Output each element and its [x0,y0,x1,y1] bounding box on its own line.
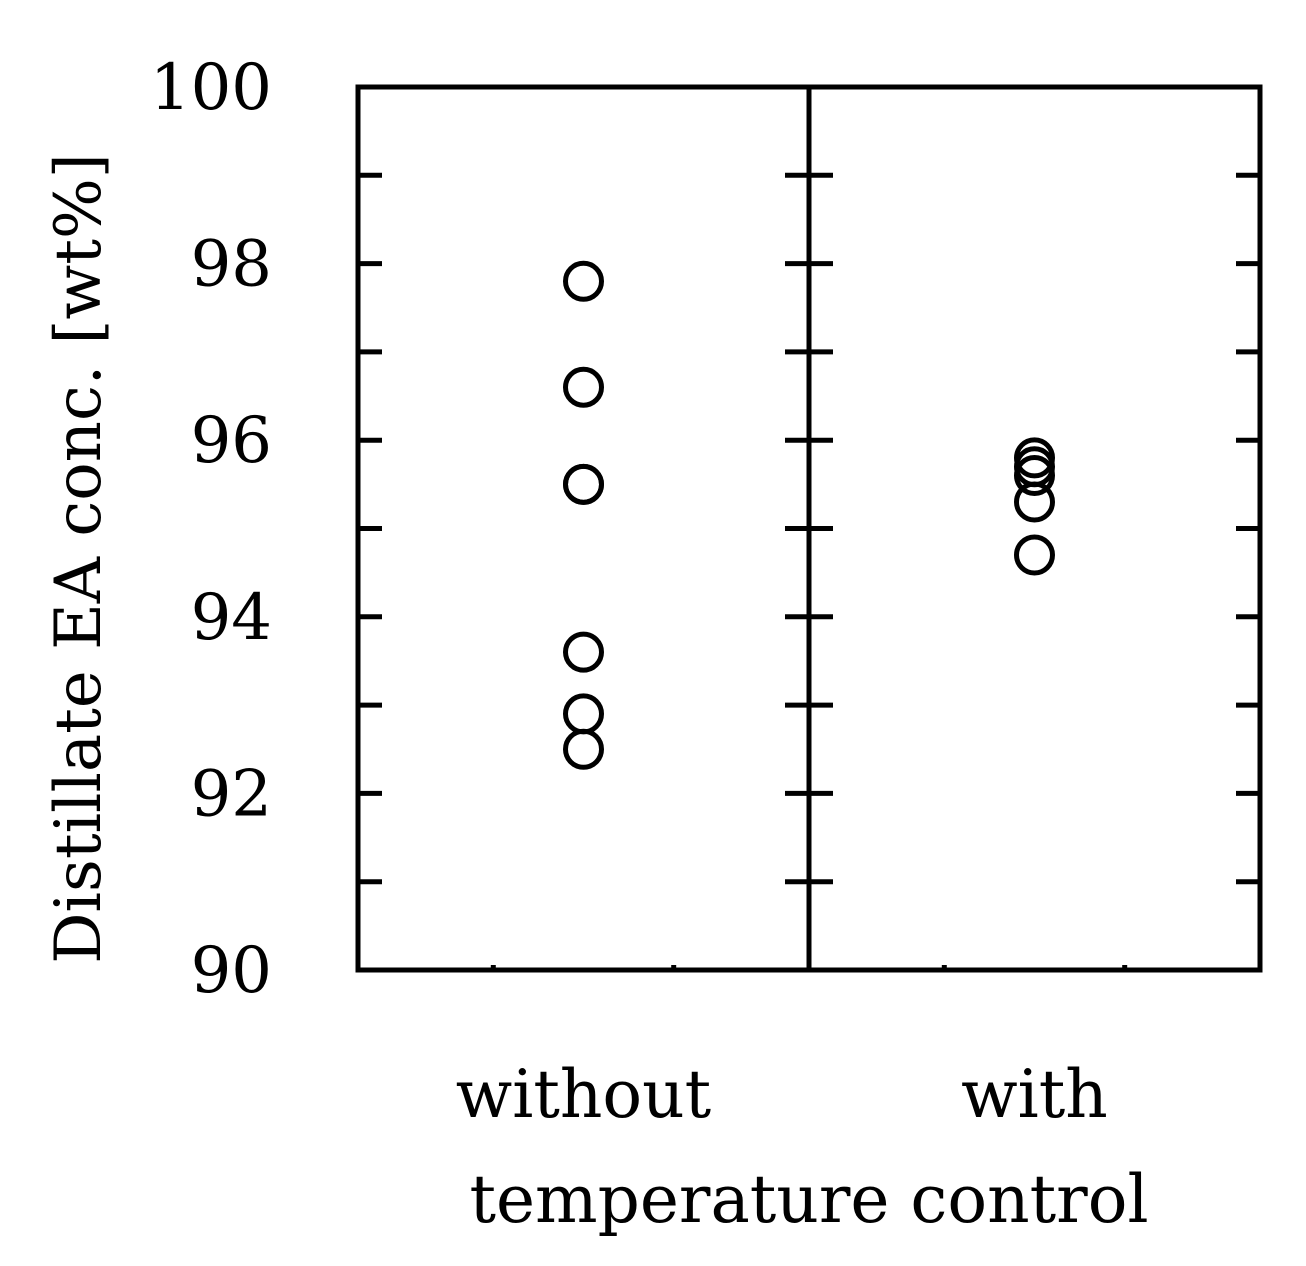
data-point-with [1014,534,1055,576]
data-point-without [563,631,604,673]
y-tick-label: 90 [191,934,272,1008]
data-point-with [1014,455,1055,497]
data-point-without [563,693,604,735]
x-axis-title: temperature control [469,1161,1148,1238]
data-point-with [1014,446,1055,488]
data-point-without [563,366,604,408]
axis-ticks [358,172,1260,970]
data-points [563,260,1055,770]
data-point-without [563,463,604,505]
category-label-with: with [961,1056,1108,1133]
data-point-without [563,260,604,302]
tick-labels: 90 92 94 96 98 100 [150,51,272,1008]
y-axis-title: Distillate EA conc. [wt%] [42,153,116,964]
y-tick-label: 92 [191,757,272,831]
y-tick-label: 98 [191,228,272,302]
y-tick-label: 94 [191,581,272,655]
y-tick-label: 100 [150,51,272,125]
category-label-without: without [456,1056,711,1133]
data-point-without [563,728,604,770]
y-tick-label: 96 [191,404,272,478]
data-point-with [1014,481,1055,523]
